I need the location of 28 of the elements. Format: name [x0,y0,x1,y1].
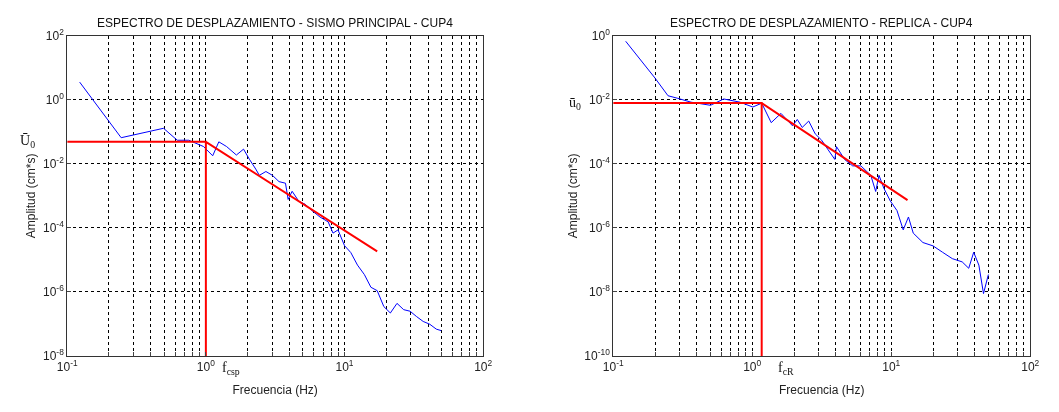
x-tick-label: 10$^{2}$ [474,358,493,375]
y-tick-label: 10$^{0}$ [591,27,611,44]
x-tick-label: 10$^{1}$ [882,358,901,375]
x-tick-label: 10$^{2}$ [1021,358,1040,375]
chart-title: ESPECTRO DE DESPLAZAMIENTO - REPLICA - CUP4 [670,16,973,30]
text: f$_{cR}$ [778,360,795,377]
x-axis-title: Frecuencia (Hz) [232,383,318,398]
text: ū$_{0}$ [569,95,581,112]
y-tick-label: 10$^{-6}$ [588,219,611,236]
y-axis-title: Amplitud (cm*s) [24,153,39,239]
y-tick-label: 10$^{-4}$ [42,219,65,236]
x-tick-label: 10$^{1}$ [335,358,354,375]
text: Ū$_{0}$ [20,133,36,150]
text: f$_{csp}$ [222,360,240,377]
y-axis-title: Amplitud (cm*s) [565,153,580,239]
y-tick-label: 10$^{-2}$ [42,155,65,172]
x-tick-label: 10$^{0}$ [743,358,762,375]
y-tick-label: 10$^{-4}$ [588,155,611,172]
y-tick-label: 10$^{0}$ [45,91,65,108]
y-tick-label: 10$^{-2}$ [588,91,611,108]
x-axis-title: Frecuencia (Hz) [779,383,865,398]
y-tick-label: 10$^{-6}$ [42,283,65,300]
x-tick-label: 10$^{0}$ [196,358,216,375]
x-tick-label: 10$^{-1}$ [602,358,624,375]
y-tick-label: 10$^{-8}$ [588,283,611,300]
chart-title: ESPECTRO DE DESPLAZAMIENTO - SISMO PRINCIPAL - CUP4 [97,16,454,30]
y-tick-label: 10$^{2}$ [45,27,65,44]
x-tick-label: 10$^{-1}$ [56,358,78,375]
